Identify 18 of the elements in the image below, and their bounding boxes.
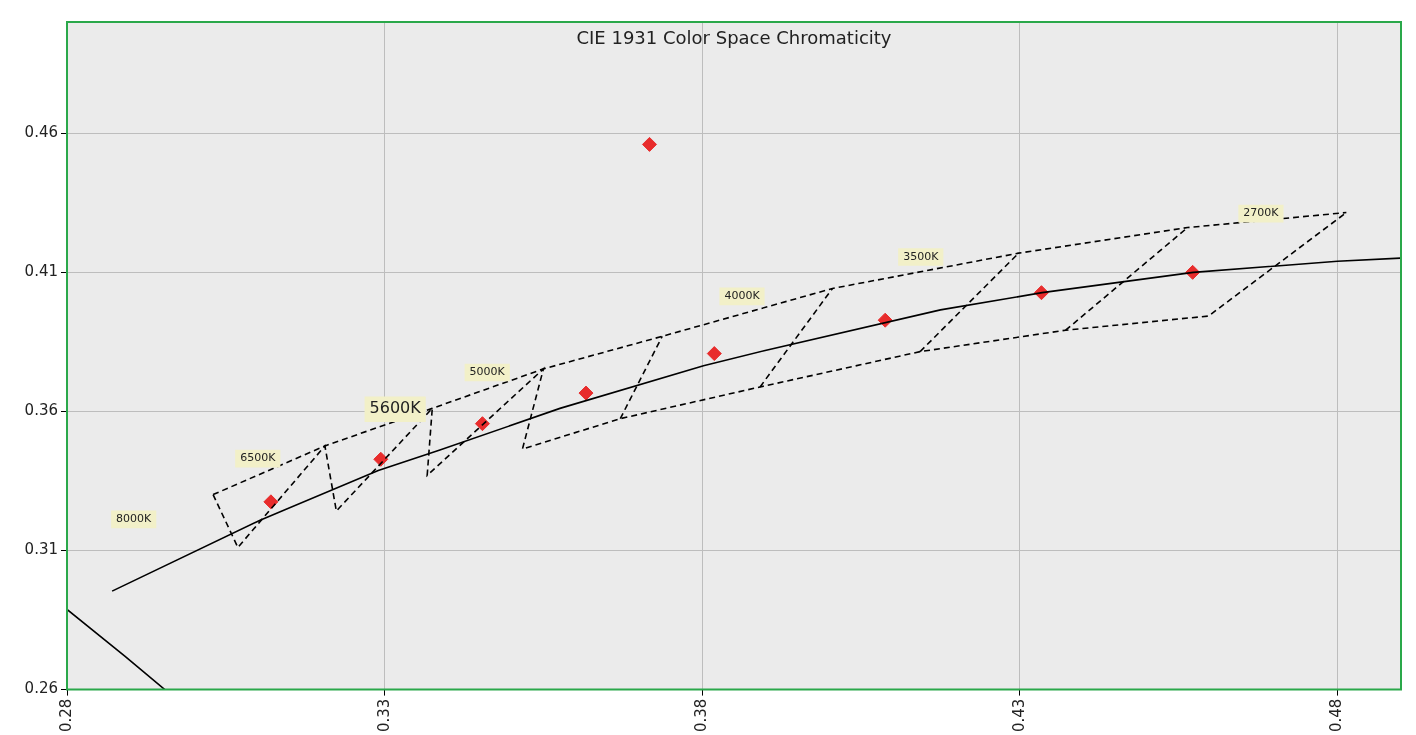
annotation: 8000K xyxy=(116,512,153,526)
x-tick-label: 0.33 xyxy=(374,698,393,733)
annotation: 6500K xyxy=(240,451,277,465)
x-tick-label: 0.43 xyxy=(1009,698,1028,733)
y-tick-label: 0.36 xyxy=(24,401,58,420)
chart-title: CIE 1931 Color Space Chromaticity xyxy=(576,26,892,48)
y-tick-label: 0.41 xyxy=(24,262,58,281)
annotation: 5600K xyxy=(369,398,422,418)
y-tick-label: 0.31 xyxy=(24,540,58,559)
y-tick-label: 0.26 xyxy=(24,679,58,698)
x-tick-label: 0.48 xyxy=(1327,698,1346,733)
annotation: 4000K xyxy=(724,289,761,303)
annotation: 3500K xyxy=(903,249,940,263)
x-tick-label: 0.28 xyxy=(56,698,75,733)
x-tick-label: 0.38 xyxy=(692,698,711,733)
annotation: 5000K xyxy=(469,365,506,379)
annotation: 2700K xyxy=(1243,206,1280,220)
y-tick-label: 0.46 xyxy=(24,123,58,142)
